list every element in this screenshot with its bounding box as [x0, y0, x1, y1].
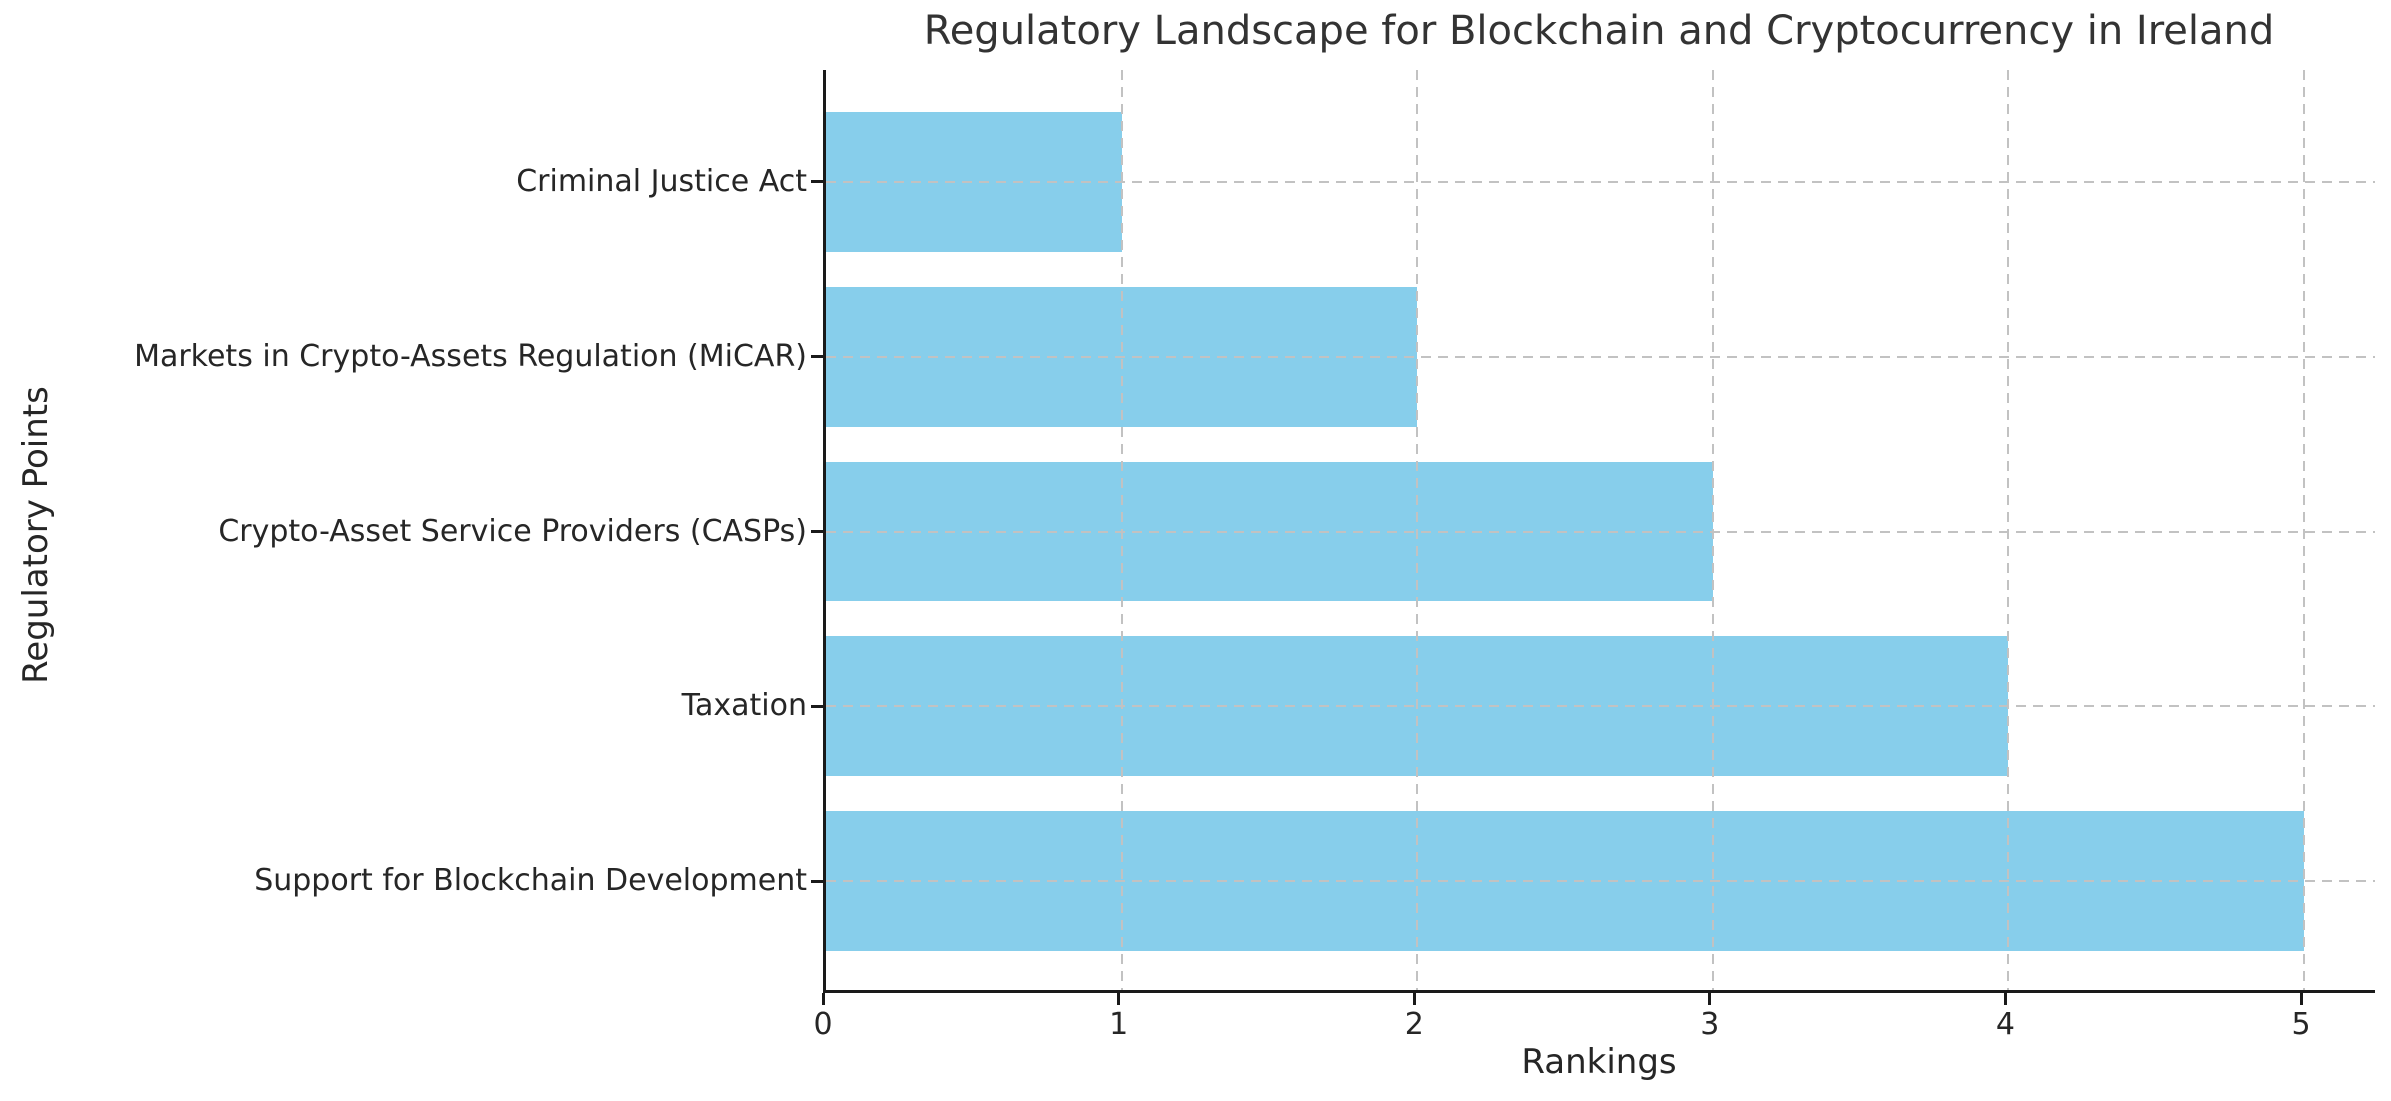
v-gridline	[1711, 70, 1714, 990]
x-tick-mark	[2003, 993, 2007, 1005]
y-tick-mark	[811, 530, 823, 533]
x-tick-mark	[821, 993, 825, 1005]
y-tick-label: Support for Blockchain Development	[254, 862, 807, 898]
x-tick-label: 4	[1995, 1007, 2016, 1042]
y-tick-mark	[811, 355, 823, 359]
y-tick-label: Crypto-Asset Service Providers (CASPs)	[218, 513, 807, 549]
v-gridline	[2007, 70, 2010, 990]
plot-area	[823, 70, 2375, 993]
y-axis-title: Regulatory Points	[16, 386, 56, 684]
x-tick-label: 5	[2291, 1007, 2311, 1042]
x-tick-mark	[1412, 993, 1416, 1005]
x-axis-title: Rankings	[1521, 1042, 1677, 1082]
h-gridline	[826, 355, 2375, 358]
y-tick-label: Criminal Justice Act	[516, 163, 807, 199]
chart-title: Regulatory Landscape for Blockchain and …	[923, 8, 2275, 54]
y-tick-mark	[811, 180, 823, 184]
y-tick-label: Markets in Crypto-Assets Regulation (MiC…	[134, 338, 807, 374]
x-tick-label: 3	[1700, 1007, 1720, 1042]
v-gridline	[1416, 70, 1419, 990]
x-tick-mark	[1708, 993, 1712, 1005]
h-gridline	[826, 530, 2375, 533]
x-tick-label: 0	[813, 1007, 833, 1042]
h-gridline	[826, 180, 2375, 183]
x-tick-label: 2	[1404, 1007, 1424, 1042]
x-tick-mark	[1117, 993, 1121, 1005]
h-gridline	[826, 880, 2375, 883]
y-tick-label: Taxation	[681, 688, 807, 724]
v-gridline	[2303, 70, 2306, 990]
x-tick-label: 1	[1109, 1007, 1129, 1042]
x-tick-mark	[2299, 993, 2303, 1005]
y-tick-mark	[811, 704, 823, 708]
v-gridline	[1120, 70, 1123, 990]
y-tick-mark	[811, 879, 823, 883]
h-gridline	[826, 705, 2375, 708]
